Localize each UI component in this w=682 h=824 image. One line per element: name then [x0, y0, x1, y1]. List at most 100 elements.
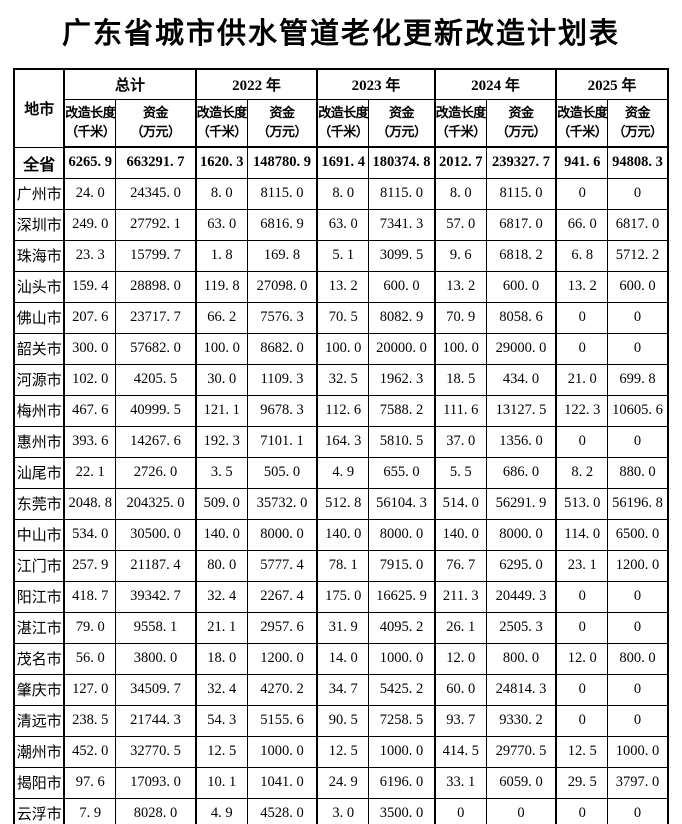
cell-2023-length: 70. 5: [316, 301, 370, 334]
cell-total-length: 79. 0: [63, 611, 117, 644]
cell-2025-length: 0: [555, 797, 609, 824]
cell-2024-fund: 13127. 5: [485, 394, 557, 427]
cell-2023-length: 78. 1: [316, 549, 370, 582]
row-header-city: 云浮市: [13, 797, 65, 824]
cell-2024-length: 514. 0: [433, 487, 487, 520]
table-row-city: 清远市 238. 5 21744. 3 54. 3 5155. 6 90. 5 …: [13, 704, 669, 737]
cell-2023-fund: 8000. 0: [368, 518, 436, 551]
cell-2022-fund: 4528. 0: [246, 797, 318, 824]
header-line: （千米）: [196, 123, 248, 139]
cell-total-fund: 39342. 7: [115, 580, 197, 613]
cell-2022-fund: 7576. 3: [246, 301, 318, 334]
table-row-city: 惠州市 393. 6 14267. 6 192. 3 7101. 1 164. …: [13, 425, 669, 458]
row-header-city: 清远市: [13, 704, 65, 737]
water-pipe-renovation-table: 地市 总计 2022 年 2023 年 2024 年 2025 年 改造长度 （…: [13, 68, 669, 824]
cell-total-length: 393. 6: [63, 425, 117, 458]
cell-2025-length: 0: [555, 611, 609, 644]
cell-total-length: 56. 0: [63, 642, 117, 675]
header-line: （千米）: [557, 123, 608, 139]
cell-2023-fund: 180374. 8: [368, 146, 436, 179]
cell-2023-length: 164. 3: [316, 425, 370, 458]
cell-total-fund: 21744. 3: [115, 704, 197, 737]
cell-2024-length: 211. 3: [433, 580, 487, 613]
cell-2025-length: 6. 8: [555, 239, 609, 272]
cell-2025-fund: 6500. 0: [607, 518, 669, 551]
cell-2022-length: 192. 3: [194, 425, 248, 458]
cell-total-length: 238. 5: [63, 704, 117, 737]
cell-total-fund: 3800. 0: [115, 642, 197, 675]
col-header-fund-2025: 资金 （万元）: [607, 98, 669, 148]
cell-2022-fund: 1200. 0: [246, 642, 318, 675]
row-header-city: 梅州市: [13, 394, 65, 427]
cell-2024-fund: 2505. 3: [485, 611, 557, 644]
cell-2024-fund: 8115. 0: [485, 177, 557, 210]
cell-2022-fund: 2267. 4: [246, 580, 318, 613]
cell-2024-fund: 9330. 2: [485, 704, 557, 737]
header-line: 资金: [508, 104, 535, 120]
col-group-2024: 2024 年: [433, 68, 557, 100]
header-line: 资金: [142, 104, 169, 120]
row-header-city: 揭阳市: [13, 766, 65, 799]
col-header-length-2023: 改造长度 （千米）: [316, 98, 370, 148]
cell-2024-length: 70. 9: [433, 301, 487, 334]
table-row-city: 汕尾市 22. 1 2726. 0 3. 5 505. 0 4. 9 655. …: [13, 456, 669, 489]
table-row-city: 深圳市 249. 0 27792. 1 63. 0 6816. 9 63. 0 …: [13, 208, 669, 241]
cell-2024-fund: 6295. 0: [485, 549, 557, 582]
header-line: 改造长度: [65, 104, 116, 120]
cell-2022-length: 100. 0: [194, 332, 248, 365]
cell-total-length: 207. 6: [63, 301, 117, 334]
cell-2025-length: 0: [555, 580, 609, 613]
cell-2025-length: 12. 5: [555, 735, 609, 768]
cell-2023-fund: 3099. 5: [368, 239, 436, 272]
cell-2025-fund: 6817. 0: [607, 208, 669, 241]
row-header-city: 汕头市: [13, 270, 65, 303]
cell-2024-length: 60. 0: [433, 673, 487, 706]
header-line: （千米）: [65, 123, 116, 139]
cell-total-length: 2048. 8: [63, 487, 117, 520]
cell-total-length: 452. 0: [63, 735, 117, 768]
cell-2025-length: 0: [555, 177, 609, 210]
header-line: （千米）: [318, 123, 369, 139]
cell-2022-fund: 5155. 6: [246, 704, 318, 737]
header-line: （万元）: [376, 123, 427, 139]
cell-2025-fund: 0: [607, 611, 669, 644]
table-row-city: 揭阳市 97. 6 17093. 0 10. 1 1041. 0 24. 9 6…: [13, 766, 669, 799]
cell-2025-fund: 56196. 8: [607, 487, 669, 520]
col-group-total: 总计: [63, 68, 197, 100]
table-row-city: 湛江市 79. 0 9558. 1 21. 1 2957. 6 31. 9 40…: [13, 611, 669, 644]
row-header-city: 肇庆市: [13, 673, 65, 706]
cell-2022-length: 10. 1: [194, 766, 248, 799]
cell-2024-length: 414. 5: [433, 735, 487, 768]
cell-2024-length: 26. 1: [433, 611, 487, 644]
cell-2023-fund: 8082. 9: [368, 301, 436, 334]
cell-2024-length: 57. 0: [433, 208, 487, 241]
cell-2022-length: 80. 0: [194, 549, 248, 582]
cell-2024-length: 76. 7: [433, 549, 487, 582]
cell-2024-length: 9. 6: [433, 239, 487, 272]
cell-2025-fund: 0: [607, 301, 669, 334]
cell-2022-length: 121. 1: [194, 394, 248, 427]
table-header: 地市 总计 2022 年 2023 年 2024 年 2025 年 改造长度 （…: [13, 68, 669, 148]
row-header-city: 潮州市: [13, 735, 65, 768]
cell-2024-fund: 686. 0: [485, 456, 557, 489]
cell-2022-length: 8. 0: [194, 177, 248, 210]
cell-2025-fund: 1200. 0: [607, 549, 669, 582]
table-row-city: 珠海市 23. 3 15799. 7 1. 8 169. 8 5. 1 3099…: [13, 239, 669, 272]
cell-total-length: 249. 0: [63, 208, 117, 241]
cell-total-fund: 2726. 0: [115, 456, 197, 489]
cell-2025-fund: 0: [607, 425, 669, 458]
cell-2023-length: 4. 9: [316, 456, 370, 489]
cell-2023-length: 24. 9: [316, 766, 370, 799]
col-header-length-2022: 改造长度 （千米）: [194, 98, 248, 148]
table-row-city: 东莞市 2048. 8 204325. 0 509. 0 35732. 0 51…: [13, 487, 669, 520]
cell-2022-length: 1. 8: [194, 239, 248, 272]
cell-2022-length: 3. 5: [194, 456, 248, 489]
cell-2023-length: 32. 5: [316, 363, 370, 396]
cell-total-fund: 34509. 7: [115, 673, 197, 706]
cell-2025-fund: 10605. 6: [607, 394, 669, 427]
cell-total-fund: 57682. 0: [115, 332, 197, 365]
header-line: （千米）: [435, 123, 487, 139]
cell-2022-length: 32. 4: [194, 673, 248, 706]
cell-2025-length: 122. 3: [555, 394, 609, 427]
